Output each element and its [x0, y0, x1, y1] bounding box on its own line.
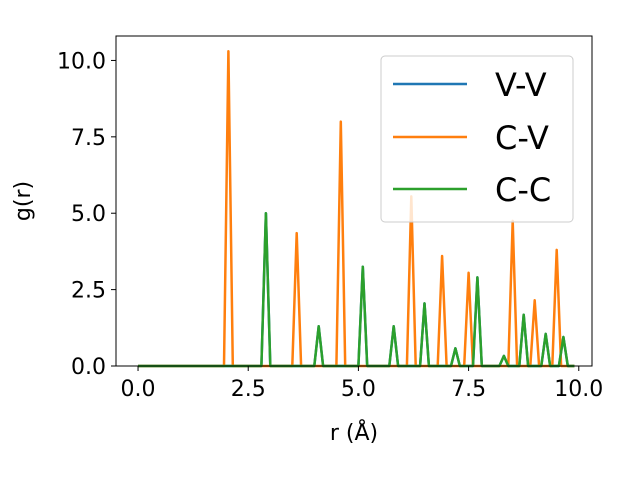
legend-label-c-c: C-C — [495, 171, 551, 209]
series-layer — [138, 50, 575, 368]
x-axis: 0.0 2.5 5.0 7.5 10.0 — [121, 366, 603, 402]
y-tick-label: 2.5 — [71, 279, 106, 304]
legend-label-v-v: V-V — [495, 66, 547, 104]
legend-label-c-v: C-V — [495, 119, 549, 157]
y-tick-label: 0.0 — [71, 355, 106, 380]
x-tick-label: 0.0 — [121, 377, 156, 402]
x-tick-label: 5.0 — [341, 377, 376, 402]
y-tick-label: 7.5 — [71, 126, 106, 151]
series-line-c-v — [138, 50, 575, 368]
x-tick-label: 2.5 — [231, 377, 266, 402]
x-tick-label: 7.5 — [451, 377, 486, 402]
y-tick-label: 5.0 — [71, 202, 106, 227]
legend-box — [380, 55, 574, 223]
y-axis-label: g(r) — [11, 181, 36, 221]
plot-frame — [115, 35, 593, 367]
x-tick-label: 10.0 — [554, 377, 603, 402]
series-line-c-c — [138, 211, 575, 368]
y-tick-label: 10.0 — [57, 49, 106, 74]
x-axis-label: r (Å) — [330, 419, 378, 446]
legend: V-V C-V C-C — [380, 55, 574, 223]
y-axis: 0.0 2.5 5.0 7.5 10.0 — [57, 49, 116, 380]
plot-area — [115, 35, 593, 368]
